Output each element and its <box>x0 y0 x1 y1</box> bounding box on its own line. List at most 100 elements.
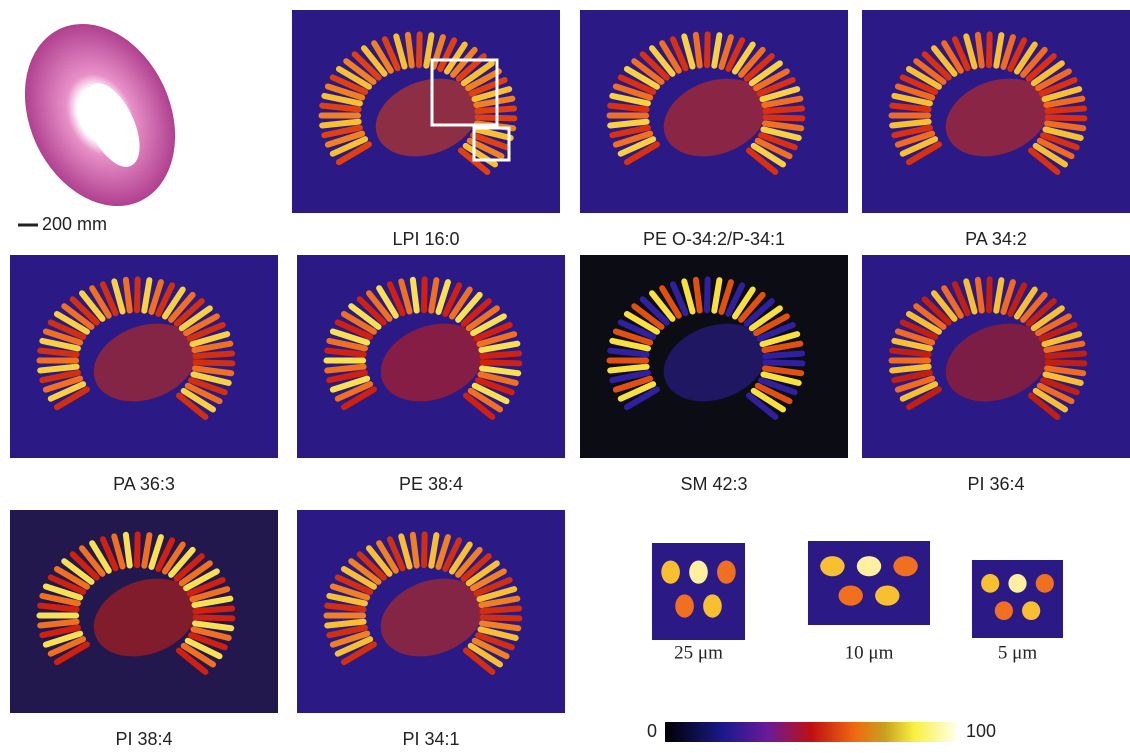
tissue-fold <box>196 353 233 356</box>
colorbar-min: 0 <box>647 721 657 741</box>
panel <box>297 255 565 458</box>
zoom-fold <box>1008 574 1026 593</box>
tissue-fold <box>327 351 363 355</box>
panel <box>10 255 278 458</box>
zoom-fold <box>661 560 680 583</box>
tissue-fold <box>1048 108 1085 111</box>
tissue-fold <box>610 351 646 355</box>
zoom-fold <box>717 560 736 583</box>
tissue-fold <box>40 367 76 371</box>
tissue-fold <box>322 106 358 110</box>
panel <box>862 255 1130 458</box>
zoom-label: 10 μm <box>845 642 894 663</box>
tissue-fold <box>483 617 520 618</box>
tissue-fold <box>707 34 708 65</box>
tissue-fold <box>413 535 417 566</box>
colorbar <box>665 722 958 742</box>
tissue-fold <box>483 353 520 356</box>
tissue-fold <box>196 617 233 618</box>
tissue-fold <box>126 280 130 311</box>
zoom-image <box>652 543 745 640</box>
tissue-fold <box>137 534 138 565</box>
zoom-fold <box>703 594 722 617</box>
tissue-fold <box>483 608 520 611</box>
zoom-bg <box>972 560 1063 638</box>
tissue-fold <box>610 106 646 110</box>
tissue-fold <box>1048 362 1085 363</box>
tissue-fold <box>696 35 700 66</box>
tissue-fold <box>424 279 425 310</box>
zoom-fold <box>875 586 899 606</box>
panel <box>292 10 560 213</box>
he-image <box>0 0 204 231</box>
zoom-fold <box>995 601 1013 620</box>
panel <box>862 10 1130 213</box>
tissue-fold <box>610 367 646 371</box>
tissue-fold <box>413 280 417 311</box>
tissue-fold <box>989 279 990 310</box>
zoom-fold <box>675 594 694 617</box>
zoom-label: 25 μm <box>674 642 723 663</box>
tissue-fold <box>707 279 708 310</box>
tissue-fold <box>408 35 412 66</box>
panel-label: PA 34:2 <box>965 229 1027 249</box>
panel-label: PA 36:3 <box>113 474 175 494</box>
tissue-fold <box>327 367 363 371</box>
tissue-fold <box>1048 117 1085 118</box>
panel-label: PE O-34:2/P-34:1 <box>643 229 785 249</box>
zoom-image <box>972 560 1063 638</box>
panel-label: LPI 16:0 <box>392 229 459 249</box>
zoom-fold <box>1022 601 1040 620</box>
zoom-bg <box>808 541 930 625</box>
tissue-fold <box>40 606 76 610</box>
tissue-fold <box>978 280 982 311</box>
tissue-fold <box>1048 353 1085 356</box>
zoom-fold <box>857 556 881 576</box>
zoom-fold <box>981 574 999 593</box>
tissue-fold <box>196 362 233 363</box>
tissue-fold <box>766 353 803 356</box>
tissue-fold <box>327 622 363 626</box>
panel <box>297 510 565 713</box>
zoom-fold <box>1036 574 1054 593</box>
zoom-fold <box>689 560 708 583</box>
tissue-fold <box>989 34 990 65</box>
tissue-fold <box>196 608 233 611</box>
panel <box>10 510 278 713</box>
tissue-fold <box>483 362 520 363</box>
scale-bar-label: 200 mm <box>42 214 107 234</box>
tissue-fold <box>766 117 803 118</box>
tissue-fold <box>766 108 803 111</box>
tissue-fold <box>610 122 646 126</box>
zoom-image <box>808 541 930 625</box>
figure: 200 mm 0 100 LPI 16:0 PE O-34:2/P-34:1 PA … <box>0 0 1130 753</box>
panel-label: PE 38:4 <box>399 474 463 494</box>
tissue-fold <box>126 535 130 566</box>
zoom-fold <box>839 586 863 606</box>
tissue-fold <box>419 34 420 65</box>
tissue-fold <box>892 122 928 126</box>
tissue-fold <box>424 534 425 565</box>
zoom-bg <box>652 543 745 640</box>
panel <box>580 10 848 213</box>
zoom-label: 5 μm <box>998 642 1037 663</box>
tissue-fold <box>892 106 928 110</box>
tissue-fold <box>322 122 358 126</box>
colorbar-max: 100 <box>966 721 996 741</box>
panel-label: PI 38:4 <box>115 729 172 749</box>
panel <box>580 255 848 458</box>
tissue-fold <box>696 280 700 311</box>
tissue-fold <box>40 351 76 355</box>
panel-label: PI 34:1 <box>402 729 459 749</box>
tissue-fold <box>892 351 928 355</box>
tissue-fold <box>766 362 803 363</box>
tissue-fold <box>137 279 138 310</box>
tissue-fold <box>327 606 363 610</box>
tissue-fold <box>40 622 76 626</box>
tissue-fold <box>978 35 982 66</box>
tissue-fold <box>892 367 928 371</box>
panel-label: PI 36:4 <box>967 474 1024 494</box>
panel-label: SM 42:3 <box>680 474 747 494</box>
zoom-fold <box>820 556 844 576</box>
zoom-fold <box>893 556 917 576</box>
